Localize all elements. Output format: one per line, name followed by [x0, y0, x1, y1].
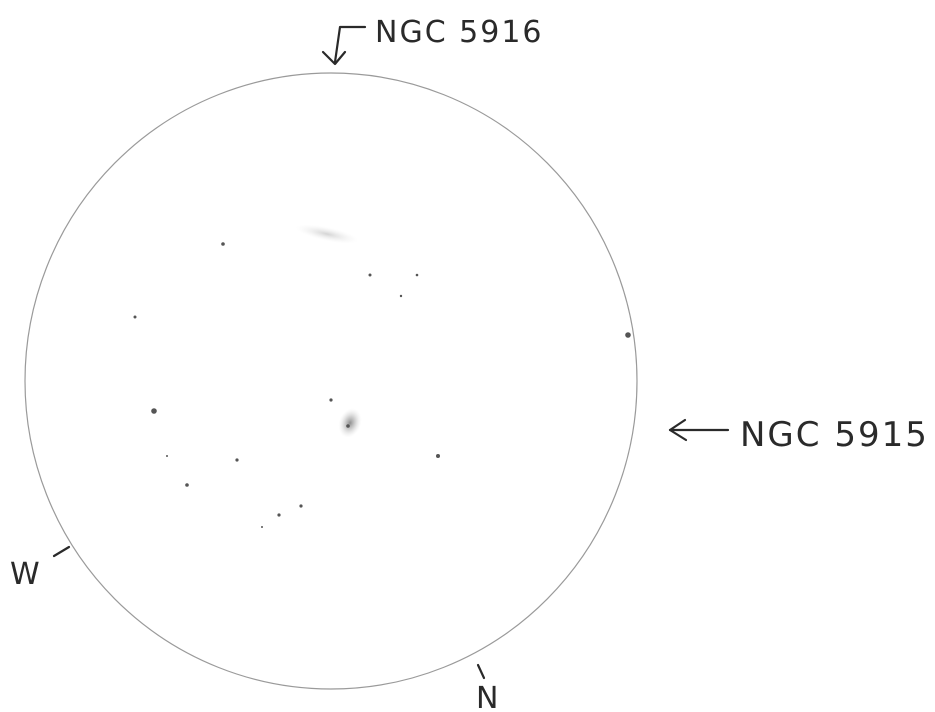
star	[368, 273, 372, 277]
star	[133, 315, 137, 319]
field-of-view-circle	[24, 72, 638, 690]
star	[185, 483, 189, 487]
arrow-down-icon	[321, 25, 367, 66]
star	[329, 398, 333, 402]
star	[277, 513, 281, 517]
label-north: N	[476, 681, 500, 712]
north-tick	[476, 663, 486, 680]
galaxy-core	[346, 424, 350, 428]
star	[261, 526, 263, 528]
galaxy-ngc-5916	[295, 224, 359, 244]
label-west: W	[10, 557, 42, 592]
star	[436, 454, 440, 458]
star-field	[133, 242, 631, 528]
star	[221, 242, 225, 246]
west-tick	[52, 545, 71, 558]
star	[235, 458, 239, 462]
label-ngc-5915: NGC 5915	[740, 415, 929, 455]
star	[399, 294, 403, 298]
arrow-left-icon	[668, 418, 730, 442]
star	[625, 332, 631, 338]
star	[299, 504, 303, 508]
star	[415, 273, 419, 277]
star	[166, 455, 168, 457]
label-ngc-5916: NGC 5916	[375, 15, 544, 50]
star	[151, 408, 157, 414]
galaxy-ngc-5915	[338, 408, 362, 438]
